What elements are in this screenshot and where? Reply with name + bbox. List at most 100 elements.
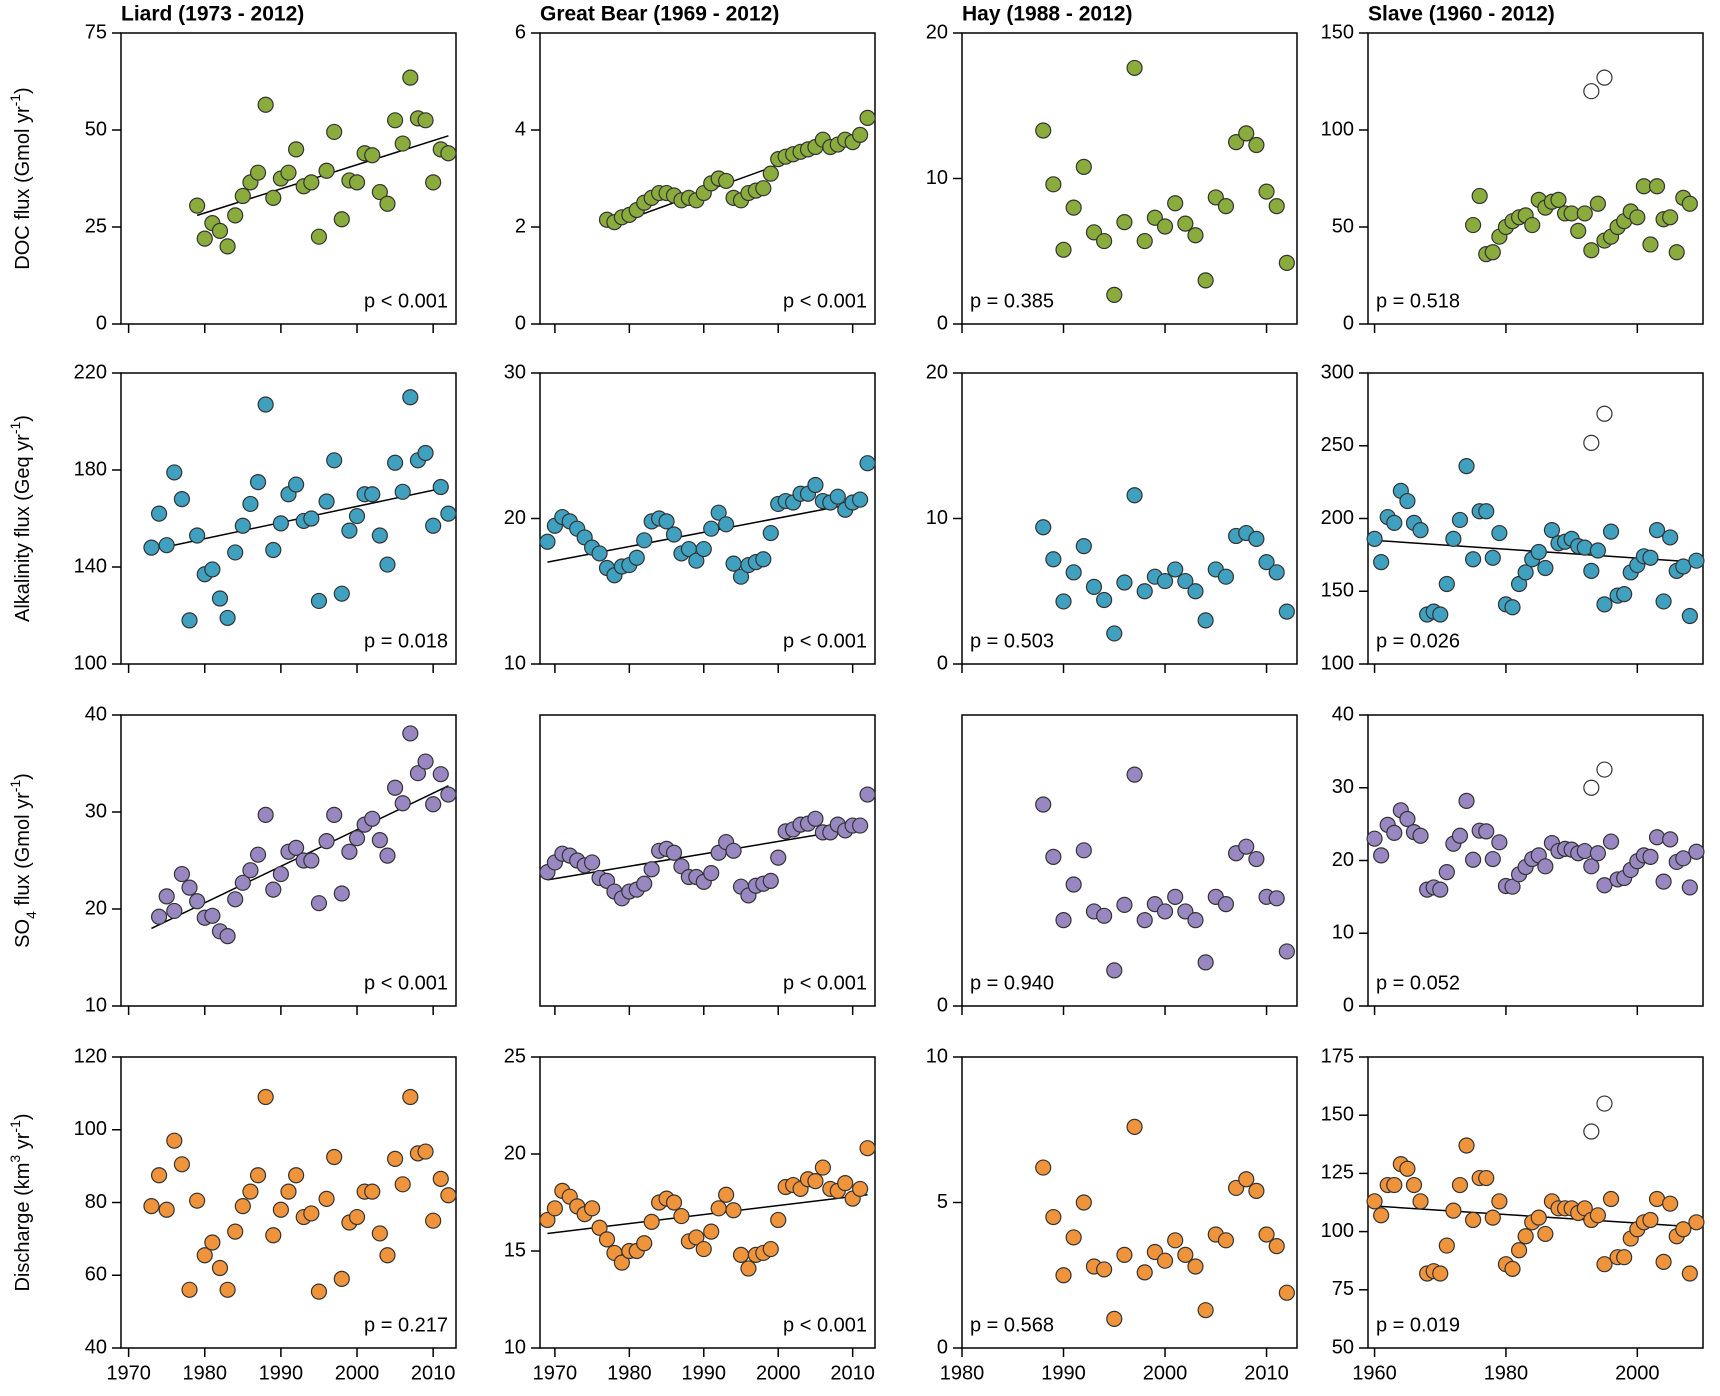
- data-point: [227, 891, 244, 908]
- data-point: [1116, 1246, 1133, 1263]
- data-point: [303, 510, 320, 527]
- data-point: [807, 810, 824, 827]
- data-point: [1126, 1118, 1143, 1135]
- data-point: [1085, 578, 1103, 595]
- data-point: [1464, 1211, 1482, 1229]
- data-point: [1187, 583, 1204, 600]
- data-point: [379, 847, 396, 864]
- data-point: [755, 551, 772, 568]
- data-point: [1681, 879, 1698, 896]
- data-point: [1432, 881, 1449, 898]
- plot-frame: [120, 714, 457, 1007]
- data-point: [189, 527, 206, 544]
- panel-title: Hay (1988 - 2012): [962, 3, 1132, 26]
- data-point: [227, 207, 244, 224]
- data-point: [1065, 876, 1082, 893]
- data-point: [189, 893, 206, 910]
- x-tick-label: 1980: [1484, 1362, 1529, 1384]
- data-point: [417, 1143, 434, 1160]
- y-tick-label: 100: [74, 652, 107, 674]
- data-point: [1197, 612, 1214, 629]
- data-point: [1655, 593, 1672, 610]
- data-point: [1478, 1169, 1495, 1187]
- data-point: [242, 1183, 259, 1200]
- data-point: [1550, 191, 1567, 208]
- data-point: [249, 474, 267, 491]
- y-tick-label: 0: [937, 312, 948, 334]
- data-point: [1197, 954, 1214, 971]
- data-point: [665, 844, 683, 861]
- data-point: [1238, 838, 1255, 855]
- data-point: [1432, 606, 1449, 623]
- data-point: [628, 549, 645, 566]
- data-point: [1576, 842, 1593, 860]
- y-tick-label: 40: [1332, 703, 1354, 725]
- data-point: [1278, 1284, 1295, 1301]
- data-point: [417, 753, 434, 770]
- y-tick-label: 140: [74, 555, 107, 577]
- data-point: [1187, 912, 1204, 929]
- data-point: [1177, 215, 1194, 232]
- data-point: [770, 1211, 787, 1229]
- data-point: [1366, 830, 1383, 847]
- y-axis-label-part: -1: [7, 421, 23, 434]
- data-point: [1688, 843, 1705, 860]
- data-point: [1484, 1209, 1501, 1226]
- data-point: [1065, 564, 1082, 581]
- y-axis-label: SO4 flux (Gmol yr-1): [7, 773, 39, 948]
- y-tick-label: 150: [1321, 1103, 1354, 1125]
- data-point: [1278, 603, 1295, 620]
- data-point: [402, 69, 419, 86]
- data-point: [1629, 209, 1646, 226]
- data-point: [740, 1260, 757, 1277]
- data-point: [1268, 1238, 1285, 1255]
- data-point: [636, 1235, 653, 1252]
- data-point: [425, 517, 442, 534]
- data-point: [326, 123, 343, 141]
- data-point: [1227, 134, 1245, 151]
- data-point: [1045, 1208, 1062, 1226]
- data-point: [432, 766, 449, 783]
- data-point: [718, 1186, 735, 1203]
- data-point: [1458, 792, 1475, 809]
- data-point: [288, 1167, 305, 1184]
- x-tick-label: 1970: [106, 1362, 151, 1384]
- data-point: [219, 238, 236, 255]
- data-point: [1268, 564, 1285, 581]
- y-tick-label: 25: [85, 215, 107, 237]
- data-point: [386, 112, 404, 129]
- data-point: [150, 908, 168, 925]
- data-point: [1596, 1256, 1613, 1273]
- data-point: [364, 810, 381, 827]
- data-point: [539, 1211, 556, 1229]
- p-value: p = 0.026: [1376, 630, 1460, 652]
- data-point: [1524, 216, 1541, 234]
- data-point: [1530, 1209, 1547, 1226]
- data-point: [1681, 195, 1698, 212]
- p-value: p = 0.052: [1376, 972, 1460, 994]
- data-point: [1035, 1159, 1052, 1176]
- data-point: [762, 872, 779, 889]
- x-tick-label: 1990: [259, 1362, 304, 1384]
- data-point: [1438, 575, 1455, 593]
- data-point: [1399, 492, 1416, 510]
- data-point: [1648, 522, 1666, 539]
- data-point: [1510, 1242, 1528, 1259]
- data-point: [272, 1201, 289, 1218]
- data-point: [1197, 272, 1214, 289]
- y-tick-label: 175: [1321, 1045, 1354, 1067]
- data-point: [1238, 1171, 1255, 1188]
- data-point: [249, 1167, 267, 1184]
- data-point: [1412, 522, 1429, 539]
- y-tick-label: 50: [85, 118, 107, 140]
- data-point: [211, 590, 229, 607]
- data-point: [1445, 530, 1462, 547]
- x-tick-label: 2000: [1143, 1362, 1188, 1384]
- data-point: [1576, 205, 1593, 222]
- outlier-point: [1596, 1095, 1613, 1112]
- data-point: [1096, 907, 1113, 924]
- data-point: [166, 902, 183, 920]
- y-axis-label-part: ): [12, 773, 34, 780]
- data-point: [1268, 198, 1285, 215]
- data-point: [440, 505, 457, 522]
